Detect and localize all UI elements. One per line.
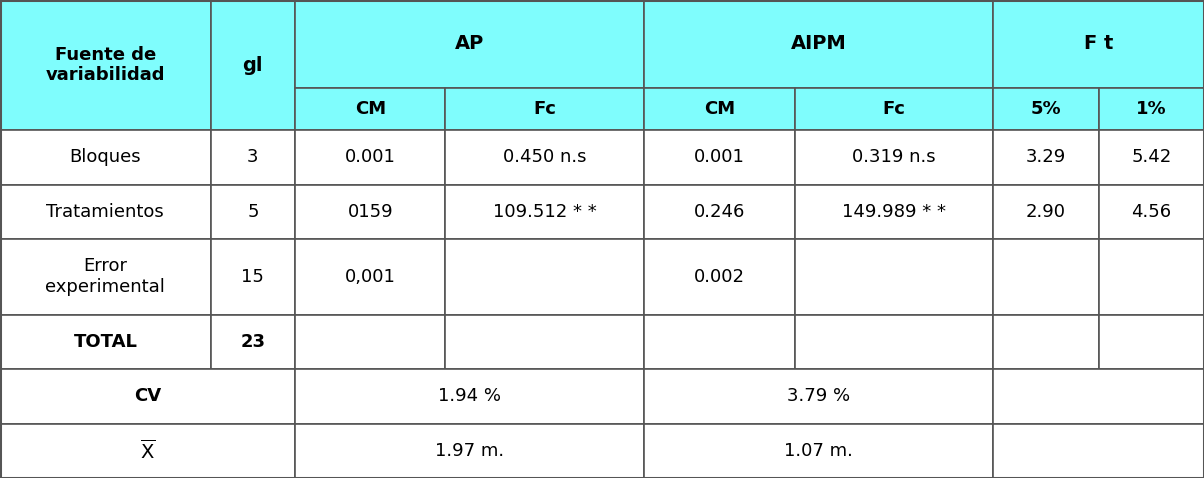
Bar xyxy=(644,424,993,478)
Text: AIPM: AIPM xyxy=(791,34,846,54)
Bar xyxy=(993,130,1099,185)
Bar xyxy=(795,315,993,369)
Text: 2.90: 2.90 xyxy=(1026,203,1066,221)
Bar xyxy=(993,88,1099,130)
Text: TOTAL: TOTAL xyxy=(73,333,137,351)
Bar xyxy=(0,185,211,239)
Bar xyxy=(795,88,993,130)
Text: 1.97 m.: 1.97 m. xyxy=(435,442,504,460)
Bar xyxy=(1099,88,1204,130)
Bar xyxy=(1099,130,1204,185)
Bar xyxy=(644,315,795,369)
Text: 0.001: 0.001 xyxy=(694,148,745,166)
Bar xyxy=(993,369,1204,424)
Bar xyxy=(0,369,295,424)
Text: 0.319 n.s: 0.319 n.s xyxy=(852,148,936,166)
Text: 15: 15 xyxy=(242,268,264,286)
Bar xyxy=(1099,315,1204,369)
Text: F t: F t xyxy=(1084,34,1114,54)
Bar xyxy=(993,239,1099,315)
Bar xyxy=(993,185,1099,239)
Bar xyxy=(295,0,644,88)
Text: Fc: Fc xyxy=(533,100,556,118)
Text: 0.450 n.s: 0.450 n.s xyxy=(503,148,586,166)
Bar xyxy=(644,0,993,88)
Text: 0159: 0159 xyxy=(348,203,393,221)
Text: CM: CM xyxy=(704,100,734,118)
Text: CV: CV xyxy=(134,387,161,405)
Text: 0.001: 0.001 xyxy=(344,148,396,166)
Bar xyxy=(644,130,795,185)
Bar xyxy=(1099,239,1204,315)
Bar xyxy=(295,88,445,130)
Bar xyxy=(211,0,295,130)
Bar xyxy=(295,185,445,239)
Bar xyxy=(644,239,795,315)
Bar xyxy=(445,130,644,185)
Text: $\overline{\mathsf{X}}$: $\overline{\mathsf{X}}$ xyxy=(140,439,155,463)
Bar xyxy=(993,0,1204,88)
Bar xyxy=(211,185,295,239)
Bar xyxy=(0,424,295,478)
Bar xyxy=(644,88,795,130)
Bar xyxy=(295,369,644,424)
Bar xyxy=(445,88,644,130)
Text: 149.989 * *: 149.989 * * xyxy=(842,203,946,221)
Bar xyxy=(795,239,993,315)
Text: 0.246: 0.246 xyxy=(694,203,745,221)
Text: 3: 3 xyxy=(247,148,259,166)
Bar xyxy=(211,315,295,369)
Bar xyxy=(0,315,211,369)
Text: Error
experimental: Error experimental xyxy=(46,258,165,296)
Text: 4.56: 4.56 xyxy=(1132,203,1171,221)
Bar xyxy=(445,185,644,239)
Bar xyxy=(644,369,993,424)
Bar xyxy=(295,424,644,478)
Bar xyxy=(445,315,644,369)
Text: 5%: 5% xyxy=(1031,100,1061,118)
Text: Fuente de
variabilidad: Fuente de variabilidad xyxy=(46,45,165,85)
Text: Tratamientos: Tratamientos xyxy=(47,203,164,221)
Text: 1.94 %: 1.94 % xyxy=(438,387,501,405)
Bar xyxy=(295,239,445,315)
Bar xyxy=(993,315,1099,369)
Text: CM: CM xyxy=(355,100,385,118)
Bar xyxy=(1099,185,1204,239)
Bar xyxy=(795,185,993,239)
Bar xyxy=(644,185,795,239)
Text: 1%: 1% xyxy=(1137,100,1167,118)
Bar xyxy=(295,315,445,369)
Text: 109.512 * *: 109.512 * * xyxy=(492,203,597,221)
Text: 3.29: 3.29 xyxy=(1026,148,1066,166)
Bar xyxy=(0,0,211,130)
Bar xyxy=(211,130,295,185)
Text: 5: 5 xyxy=(247,203,259,221)
Bar xyxy=(993,424,1204,478)
Bar xyxy=(0,239,211,315)
Text: Fc: Fc xyxy=(883,100,905,118)
Text: AP: AP xyxy=(455,34,484,54)
Bar xyxy=(0,130,211,185)
Text: 23: 23 xyxy=(241,333,265,351)
Text: 0.002: 0.002 xyxy=(694,268,745,286)
Bar xyxy=(795,130,993,185)
Text: gl: gl xyxy=(242,55,264,75)
Text: 5.42: 5.42 xyxy=(1132,148,1171,166)
Text: Bloques: Bloques xyxy=(70,148,141,166)
Text: 0,001: 0,001 xyxy=(344,268,396,286)
Bar xyxy=(445,239,644,315)
Text: 3.79 %: 3.79 % xyxy=(787,387,850,405)
Bar xyxy=(211,239,295,315)
Text: 1.07 m.: 1.07 m. xyxy=(784,442,854,460)
Bar xyxy=(295,130,445,185)
